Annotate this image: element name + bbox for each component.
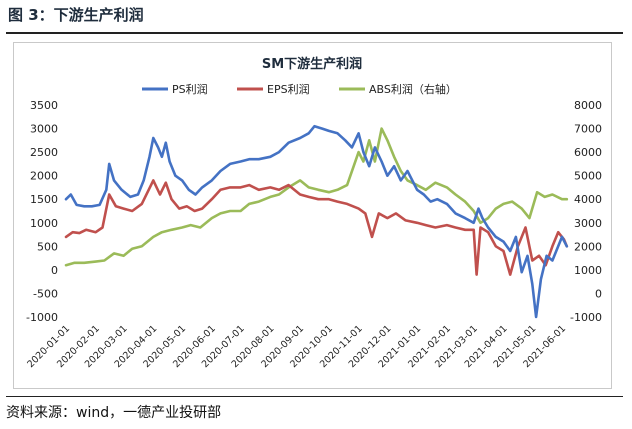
y-right-tick-label: 4000 bbox=[574, 193, 602, 206]
y-right-tick-label: 3000 bbox=[574, 217, 602, 230]
y-left-tick-label: 500 bbox=[37, 240, 58, 253]
y-right-tick-label: 7000 bbox=[574, 123, 602, 136]
y-left-tick-label: -500 bbox=[33, 287, 58, 300]
bottom-rule bbox=[6, 396, 623, 397]
y-left-tick-label: 1000 bbox=[30, 217, 58, 230]
y-left-tick-label: 0 bbox=[51, 264, 58, 277]
y-left-tick-label: 2500 bbox=[30, 146, 58, 159]
chart-canvas: SM下游生产利润 PS利润 EPS利润 ABS利润（右轴） -1000 -500 0 50… bbox=[25, 56, 602, 370]
y-left-tick-label: 2000 bbox=[30, 170, 58, 183]
x-axis: 2020-01-012020-02-012020-03-012020-04-01… bbox=[25, 323, 568, 370]
chart-frame: SM下游生产利润 PS利润 EPS利润 ABS利润（右轴） -1000 -500 0 50… bbox=[13, 42, 612, 389]
chart-legend: PS利润 EPS利润 ABS利润（右轴） bbox=[142, 82, 457, 96]
y-right-tick-label: 2000 bbox=[574, 240, 602, 253]
y-axis-left: -1000 -500 0 500 1000 1500 2000 2500 3000 3500 bbox=[26, 99, 58, 324]
series-line-2 bbox=[64, 179, 569, 276]
figure-title: 图 3：下游生产利润 bbox=[8, 6, 144, 24]
y-right-tick-label: 1000 bbox=[574, 264, 602, 277]
y-left-tick-label: -1000 bbox=[26, 311, 58, 324]
y-left-tick-label: 1500 bbox=[30, 193, 58, 206]
y-right-tick-label: 0 bbox=[595, 287, 602, 300]
y-right-tick-label: -1000 bbox=[570, 311, 602, 324]
legend-label: EPS利润 bbox=[267, 82, 310, 96]
chart-title: SM下游生产利润 bbox=[262, 56, 362, 72]
top-rule bbox=[6, 32, 623, 34]
legend-label: ABS利润（右轴） bbox=[369, 82, 457, 96]
legend-label: PS利润 bbox=[172, 82, 208, 96]
plot-area bbox=[64, 124, 569, 319]
y-left-tick-label: 3500 bbox=[30, 99, 58, 112]
series-line-3 bbox=[64, 127, 569, 267]
series-line-1 bbox=[64, 124, 569, 319]
y-right-tick-label: 6000 bbox=[574, 146, 602, 159]
figure-source: 资料来源：wind，一德产业投研部 bbox=[6, 405, 222, 421]
y-right-tick-label: 8000 bbox=[574, 99, 602, 112]
y-left-tick-label: 3000 bbox=[30, 123, 58, 136]
y-right-tick-label: 5000 bbox=[574, 170, 602, 183]
y-axis-right: -1000 0 1000 2000 3000 4000 5000 6000 7000 8000 bbox=[570, 99, 602, 324]
